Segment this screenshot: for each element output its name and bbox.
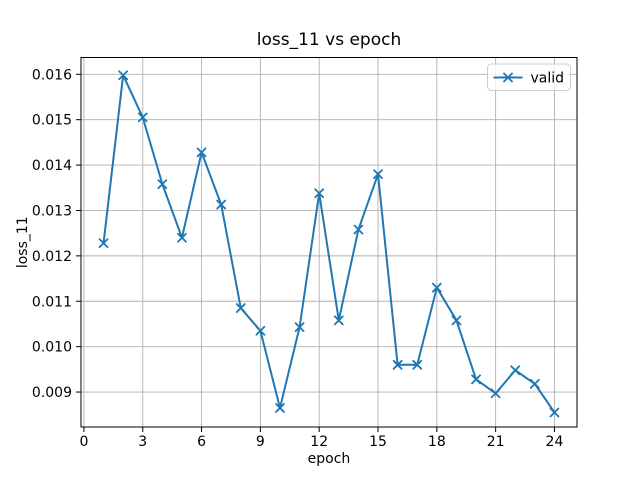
grid-lines: [81, 57, 577, 427]
y-tick-label: 0.014: [32, 158, 72, 174]
x-marker: [490, 388, 501, 399]
legend-label: valid: [531, 71, 565, 87]
x-tick-label: 6: [197, 434, 206, 450]
x-marker: [294, 322, 305, 333]
series-line-valid: [102, 74, 556, 414]
x-axis-label: epoch: [308, 451, 351, 467]
chart-title: loss_11 vs epoch: [257, 30, 401, 50]
x-marker: [216, 199, 227, 210]
series-markers-valid: [98, 70, 560, 418]
x-tick-label: 18: [428, 434, 446, 450]
y-tick-label: 0.011: [32, 294, 72, 310]
x-marker: [314, 188, 325, 199]
x-marker: [118, 70, 129, 81]
x-marker: [392, 359, 403, 370]
x-marker: [510, 365, 521, 376]
x-tick-label: 3: [138, 434, 147, 450]
x-marker: [503, 72, 513, 83]
x-marker: [255, 325, 266, 336]
x-tick-label: 12: [310, 434, 328, 450]
x-marker: [412, 359, 423, 370]
y-tick-label: 0.013: [32, 203, 72, 219]
y-tick-label: 0.012: [32, 249, 72, 265]
x-tick-label: 21: [487, 434, 505, 450]
x-marker: [451, 315, 462, 326]
x-marker: [157, 179, 168, 190]
x-marker: [549, 407, 560, 418]
x-tick-label: 0: [79, 434, 88, 450]
x-tick-label: 15: [369, 434, 387, 450]
x-axis: 0 3 6 9 12 15 18 21 24: [79, 427, 563, 450]
x-marker: [529, 378, 540, 389]
x-marker: [373, 169, 383, 180]
x-marker: [353, 224, 364, 235]
y-tick-label: 0.010: [32, 340, 72, 356]
x-tick-label: 24: [546, 434, 564, 450]
y-axis-label: loss_11: [15, 216, 31, 268]
x-marker: [98, 238, 109, 249]
x-marker: [333, 315, 344, 326]
x-marker: [196, 147, 207, 158]
x-marker: [235, 303, 246, 313]
x-marker: [275, 403, 285, 413]
x-marker: [471, 374, 481, 385]
x-tick-label: 9: [256, 434, 265, 450]
y-tick-label: 0.009: [32, 385, 72, 401]
y-tick-label: 0.016: [32, 67, 72, 83]
x-marker: [137, 112, 148, 123]
y-tick-label: 0.015: [32, 113, 72, 129]
x-marker: [431, 282, 442, 293]
x-marker: [177, 232, 187, 243]
legend: valid: [487, 63, 571, 91]
plot-border: [80, 57, 578, 428]
y-axis: 0.009 0.010 0.011 0.012 0.013 0.014 0.015 0.016: [32, 67, 81, 401]
legend-box: [487, 63, 571, 91]
